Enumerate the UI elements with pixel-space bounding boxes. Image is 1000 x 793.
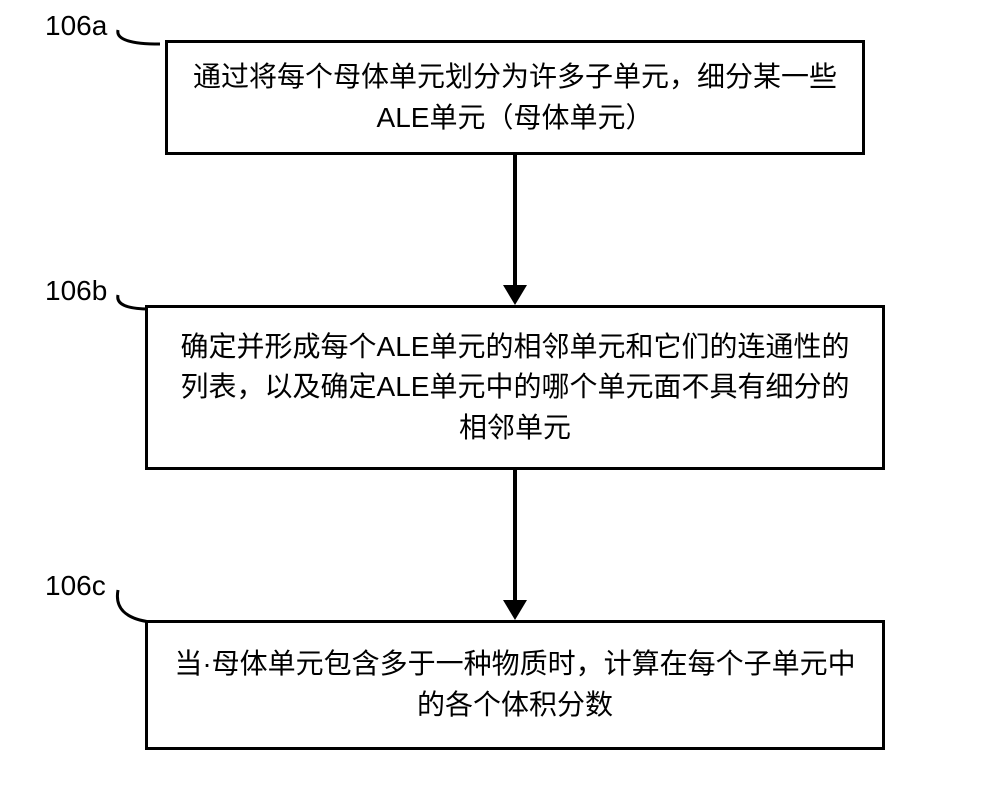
arrow-a-b-line	[513, 155, 517, 287]
step-label-106b: 106b	[45, 275, 107, 307]
step-text-106b: 确定并形成每个ALE单元的相邻单元和它们的连通性的列表，以及确定ALE单元中的哪…	[168, 327, 862, 449]
arrow-a-b-head	[503, 285, 527, 305]
step-label-106a: 106a	[45, 10, 107, 42]
step-text-106a: 通过将每个母体单元划分为许多子单元，细分某一些ALE单元（母体单元）	[188, 57, 842, 138]
step-box-106c: 当·母体单元包含多于一种物质时，计算在每个子单元中的各个体积分数	[145, 620, 885, 750]
step-label-106c: 106c	[45, 570, 106, 602]
step-text-106c: 当·母体单元包含多于一种物质时，计算在每个子单元中的各个体积分数	[168, 644, 862, 725]
label-connector-106a	[110, 22, 170, 57]
arrow-b-c-head	[503, 600, 527, 620]
flowchart-canvas: 106a 通过将每个母体单元划分为许多子单元，细分某一些ALE单元（母体单元） …	[0, 0, 1000, 793]
arrow-b-c-line	[513, 470, 517, 602]
step-box-106a: 通过将每个母体单元划分为许多子单元，细分某一些ALE单元（母体单元）	[165, 40, 865, 155]
step-box-106b: 确定并形成每个ALE单元的相邻单元和它们的连通性的列表，以及确定ALE单元中的哪…	[145, 305, 885, 470]
